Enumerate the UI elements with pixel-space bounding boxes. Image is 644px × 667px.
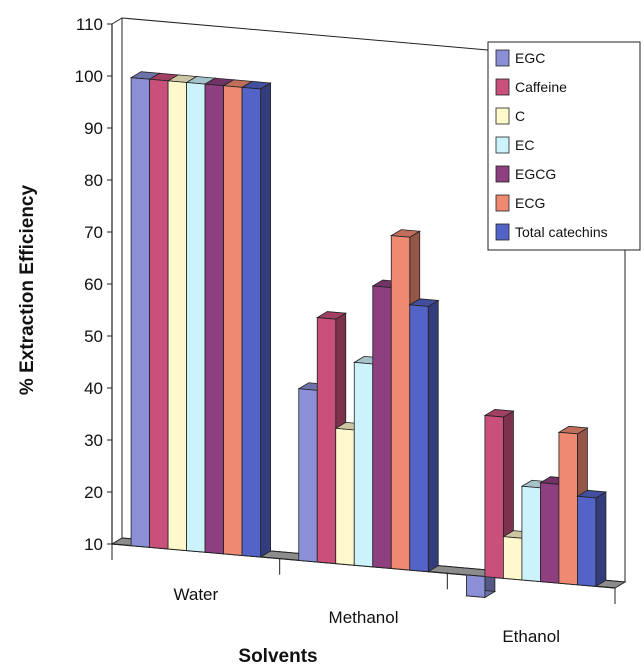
bar-front bbox=[298, 388, 318, 563]
bar-front bbox=[186, 82, 206, 553]
y-axis-top-edge bbox=[111, 17, 123, 25]
bar-front bbox=[503, 536, 523, 581]
legend-label: C bbox=[515, 108, 525, 124]
legend-label: ECG bbox=[515, 195, 545, 211]
bar-side bbox=[427, 299, 439, 573]
legend-label: Total catechins bbox=[515, 224, 608, 240]
x-tick-label: Ethanol bbox=[502, 627, 560, 646]
legend-swatch bbox=[495, 223, 510, 241]
bar-front bbox=[223, 85, 243, 556]
legend-label: Caffeine bbox=[515, 79, 567, 95]
bar-front bbox=[149, 78, 169, 550]
legend-swatch bbox=[495, 107, 510, 125]
bar-front bbox=[353, 361, 374, 568]
y-tick-label: 10 bbox=[84, 535, 103, 554]
bar bbox=[576, 489, 608, 588]
legend-label: EGCG bbox=[515, 166, 556, 182]
x-tick-label: Water bbox=[173, 585, 218, 604]
y-tick-label: 80 bbox=[84, 171, 103, 190]
y-tick-label: 90 bbox=[84, 119, 103, 138]
bar-front bbox=[466, 574, 486, 598]
legend-swatch bbox=[495, 136, 510, 154]
y-tick-label: 20 bbox=[84, 483, 103, 502]
bar-front bbox=[372, 285, 392, 569]
x-axis: Water Methanol Ethanol bbox=[111, 544, 616, 646]
legend-box bbox=[487, 41, 641, 251]
y-tick-label: 40 bbox=[84, 379, 103, 398]
legend-swatch bbox=[495, 49, 510, 67]
y-tick-label: 50 bbox=[84, 327, 103, 346]
y-tick-label: 30 bbox=[84, 431, 103, 450]
bar-front bbox=[335, 427, 355, 566]
bar-front bbox=[241, 86, 261, 558]
bar-front bbox=[390, 235, 411, 571]
legend-swatch bbox=[495, 165, 510, 183]
bar-front bbox=[577, 495, 597, 587]
bar-front bbox=[540, 482, 560, 584]
legend-label: EGC bbox=[515, 50, 545, 66]
x-axis-title: Solvents bbox=[238, 646, 317, 667]
bar-front bbox=[167, 80, 187, 551]
bar bbox=[240, 80, 272, 558]
legend-items: EGC Caffeine C EC EGCG ECG Total catechins bbox=[495, 49, 608, 241]
legend-swatch bbox=[495, 194, 510, 212]
y-axis-title: % Extraction Efficiency bbox=[17, 185, 38, 396]
bar-front bbox=[558, 431, 578, 586]
legend-swatch bbox=[495, 78, 510, 96]
legend-label: EC bbox=[515, 137, 534, 153]
y-tick-label: 110 bbox=[76, 15, 103, 34]
y-tick-label: 100 bbox=[75, 67, 103, 86]
y-axis: 10 20 30 40 50 60 70 80 90 100 110 bbox=[75, 15, 123, 554]
bar bbox=[408, 298, 440, 573]
bar-front bbox=[409, 304, 429, 573]
bar-front bbox=[130, 77, 150, 548]
legend: EGC Caffeine C EC EGCG ECG Total catechins bbox=[487, 41, 641, 251]
bar-side bbox=[595, 491, 607, 588]
bar-front bbox=[316, 317, 337, 565]
y-tick-label: 70 bbox=[84, 223, 103, 242]
y-tick-label: 60 bbox=[84, 275, 103, 294]
bar-front bbox=[521, 485, 541, 582]
bar-front bbox=[484, 414, 504, 579]
bar-side bbox=[260, 82, 271, 558]
bar-front bbox=[204, 83, 224, 555]
bars bbox=[129, 71, 608, 599]
x-tick-label: Methanol bbox=[329, 608, 399, 627]
